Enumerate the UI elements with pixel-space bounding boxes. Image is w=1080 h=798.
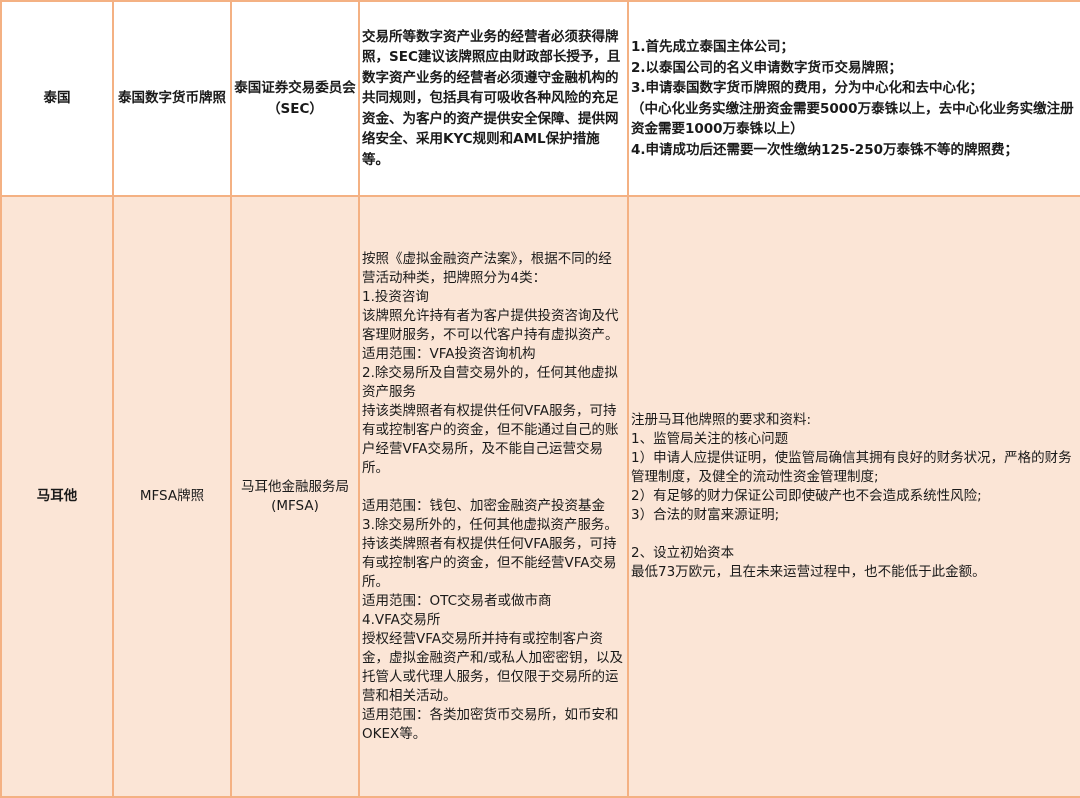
regulator-cell: 马耳他金融服务局(MFSA) (230, 195, 360, 798)
requirements-cell: 注册马耳他牌照的要求和资料: 1、监管局关注的核心问题 1）申请人应提供证明，使… (627, 195, 1080, 798)
table-row-malta: 马耳他 MFSA牌照 马耳他金融服务局(MFSA) 按照《虚拟金融资产法案》，根… (0, 195, 1080, 798)
table-row-thailand: 泰国 泰国数字货币牌照 泰国证券交易委员会（SEC） 交易所等数字资产业务的经营… (0, 0, 1080, 197)
license-cell: MFSA牌照 (112, 195, 232, 798)
regulator-cell: 泰国证券交易委员会（SEC） (230, 0, 360, 197)
description-cell: 交易所等数字资产业务的经营者必须获得牌照，SEC建议该牌照应由财政部长授予，且数… (358, 0, 629, 197)
license-cell: 泰国数字货币牌照 (112, 0, 232, 197)
description-cell: 按照《虚拟金融资产法案》，根据不同的经营活动种类，把牌照分为4类： 1.投资咨询… (358, 195, 629, 798)
country-cell: 泰国 (0, 0, 114, 197)
requirements-cell: 1.首先成立泰国主体公司； 2.以泰国公司的名义申请数字货币交易牌照； 3.申请… (627, 0, 1080, 197)
country-cell: 马耳他 (0, 195, 114, 798)
